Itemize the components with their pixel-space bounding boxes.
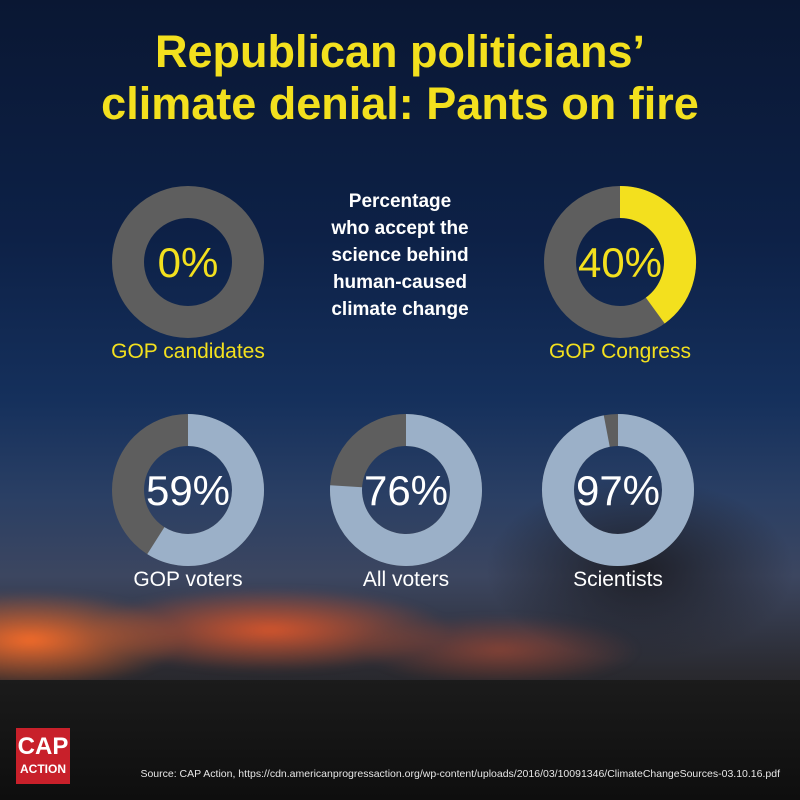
ground-silhouette	[0, 680, 800, 800]
cap-action-logo: CAP ACTION	[16, 728, 70, 784]
donut-value-arc	[619, 186, 696, 324]
donut-value-arc	[542, 414, 694, 566]
logo-text-bottom: ACTION	[20, 762, 66, 776]
title-line-2: climate denial: Pants on fire	[101, 78, 699, 129]
subtitle-line: science behind	[331, 245, 469, 266]
donut-3: 59% GOP voters	[112, 414, 264, 591]
logo-text-top: CAP	[17, 733, 69, 760]
page-title: Republican politicians’ climate denial: …	[0, 26, 800, 130]
subtitle-line: climate change	[331, 299, 469, 320]
donut-value-arc	[330, 414, 482, 566]
donut-value-label: 59%	[146, 467, 230, 514]
source-note: Source: CAP Action, https://cdn.american…	[140, 768, 780, 780]
donut-category-label: All voters	[363, 568, 449, 591]
donut-remainder-ring	[112, 186, 264, 338]
donut-2: 40% GOP Congress	[544, 186, 696, 363]
donut-5: 97% Scientists	[542, 414, 694, 591]
donut-value-label: 40%	[578, 239, 662, 286]
donut-value-label: 97%	[576, 467, 660, 514]
donut-category-label: GOP Congress	[549, 340, 691, 363]
donut-4: 76% All voters	[330, 414, 482, 591]
title-line-1: Republican politicians’	[154, 26, 646, 77]
donut-category-label: GOP voters	[133, 568, 242, 591]
donut-1: 0% GOP candidates	[111, 186, 265, 363]
donut-value-label: 0%	[158, 239, 219, 286]
donut-value-label: 76%	[364, 467, 448, 514]
subtitle-line: Percentage	[348, 191, 452, 212]
donut-category-label: Scientists	[573, 568, 663, 591]
chart-subtitle: Percentage who accept the science behind…	[300, 188, 500, 323]
donut-value-arc	[147, 414, 264, 566]
subtitle-line: who accept the	[331, 218, 469, 239]
subtitle-line: human-caused	[332, 272, 468, 293]
donut-category-label: GOP candidates	[111, 340, 265, 363]
